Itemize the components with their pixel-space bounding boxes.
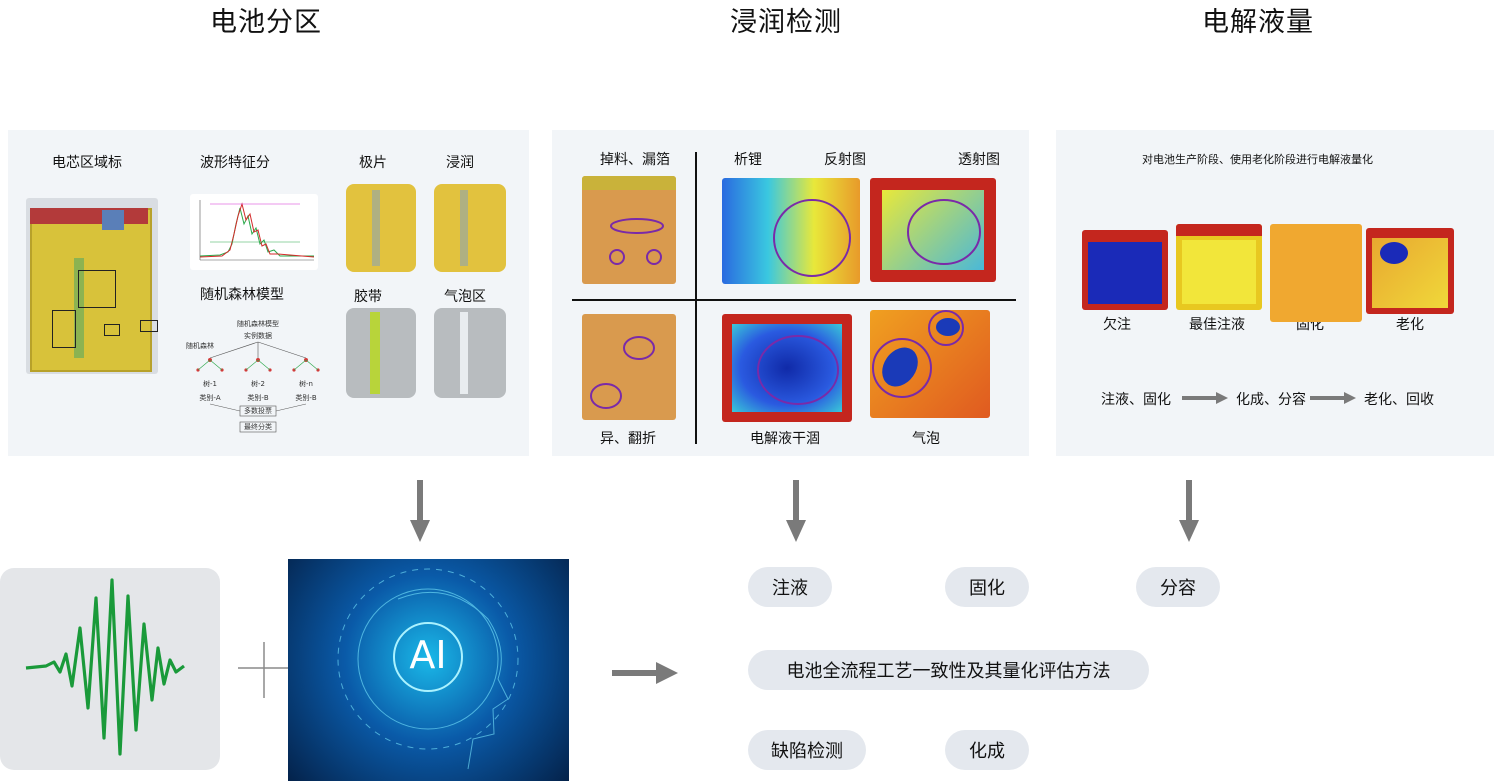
pill-capacity: 分容: [1136, 567, 1220, 607]
tree-title: 随机森林模型: [237, 319, 279, 328]
final-class-label: 最终分类: [244, 422, 272, 431]
tree-forest: 随机森林: [186, 341, 214, 350]
lithium-transmission-image: [870, 178, 996, 282]
infiltration-label: 浸润: [446, 155, 474, 171]
class-a-label: 类别-A: [199, 393, 221, 402]
ai-text: AI: [409, 633, 447, 677]
dry-electrolyte-image: [722, 314, 852, 422]
reflection-label: 反射图: [824, 152, 866, 168]
ai-brain-image: AI: [288, 559, 569, 781]
under-filled-image: [1082, 230, 1168, 310]
flow-step-1: 注液、固化: [1101, 392, 1171, 408]
drop-foil-label: 掉料、漏箔: [600, 152, 670, 168]
pill-formation: 化成: [945, 730, 1029, 770]
bubble-zone-image: [434, 308, 506, 398]
wetting-panel: 掉料、漏箔 析锂 反射图 透射图 异、翻折 电解液干涸 气泡: [552, 130, 1029, 456]
lithium-reflection-image: [722, 178, 860, 284]
flow-step-2: 化成、分容: [1236, 392, 1306, 408]
aged-image: [1366, 228, 1454, 314]
ultrasonic-waveform-card: [0, 568, 220, 770]
cured-image: [1270, 224, 1362, 322]
waveform-feature-label: 波形特征分: [200, 155, 270, 171]
infiltration-image: [434, 184, 506, 272]
tape-label: 胶带: [354, 289, 382, 305]
tree-n-label: 树-n: [299, 379, 313, 388]
electrolyte-desc: 对电池生产阶段、使用老化阶段进行电解液量化: [1142, 153, 1373, 166]
optimal-fill-image: [1176, 224, 1262, 310]
drop-foil-image: [582, 176, 676, 284]
lithium-label: 析锂: [734, 152, 762, 168]
flow-arrows: [1182, 392, 1356, 404]
pill-method: 电池全流程工艺一致性及其量化评估方法: [748, 650, 1149, 690]
cell-region-image: [26, 198, 158, 374]
pill-curing: 固化: [945, 567, 1029, 607]
bubble-zone-label: 气泡区: [444, 289, 486, 305]
pill-injection: 注液: [748, 567, 832, 607]
partition-panel: 电芯区域标 波形特征分 极片 浸润 随机森林模型 胶带 气泡区 随机森林模型 实…: [8, 130, 529, 456]
waveform-icon: [25, 578, 185, 756]
pill-defect-detection: 缺陷检测: [748, 730, 866, 770]
vote-label: 多数投票: [244, 406, 272, 415]
rf-model-label: 随机森林模型: [200, 287, 284, 303]
state-optimal: 最佳注液: [1189, 317, 1245, 333]
random-forest-diagram: 随机森林模型 实例数据 随机森林 树-1 树-2 树-n 类别-A 类别-B 类…: [178, 318, 338, 434]
class-b2-label: 类别-B: [295, 393, 317, 402]
tree-root: 实例数据: [244, 331, 272, 340]
state-aged: 老化: [1396, 317, 1424, 333]
tape-image: [346, 308, 416, 398]
state-under: 欠注: [1103, 317, 1131, 333]
electrolyte-panel: 对电池生产阶段、使用老化阶段进行电解液量化 欠注 最佳注液 固化 老化 注液、固…: [1056, 130, 1494, 456]
electrode-image: [346, 184, 416, 272]
title-electrolyte: 电解液量: [1202, 7, 1314, 38]
waveform-chart: [190, 194, 318, 270]
tree-2-label: 树-2: [251, 379, 265, 388]
dry-label: 电解液干涸: [750, 431, 820, 447]
bubble-label: 气泡: [912, 431, 940, 447]
title-partition: 电池分区: [210, 7, 322, 38]
quadrant-divider-v: [695, 152, 697, 444]
tree-1-label: 树-1: [203, 379, 217, 388]
fold-image: [582, 314, 676, 420]
flow-step-3: 老化、回收: [1364, 392, 1434, 408]
fold-label: 异、翻折: [600, 431, 656, 447]
electrode-label: 极片: [359, 155, 387, 171]
class-b-label: 类别-B: [247, 393, 269, 402]
cell-region-label: 电芯区域标: [52, 155, 122, 171]
bubble-image: [870, 310, 990, 418]
title-wetting: 浸润检测: [730, 7, 842, 38]
transmission-label: 透射图: [958, 152, 1000, 168]
quadrant-divider-h: [572, 299, 1016, 301]
